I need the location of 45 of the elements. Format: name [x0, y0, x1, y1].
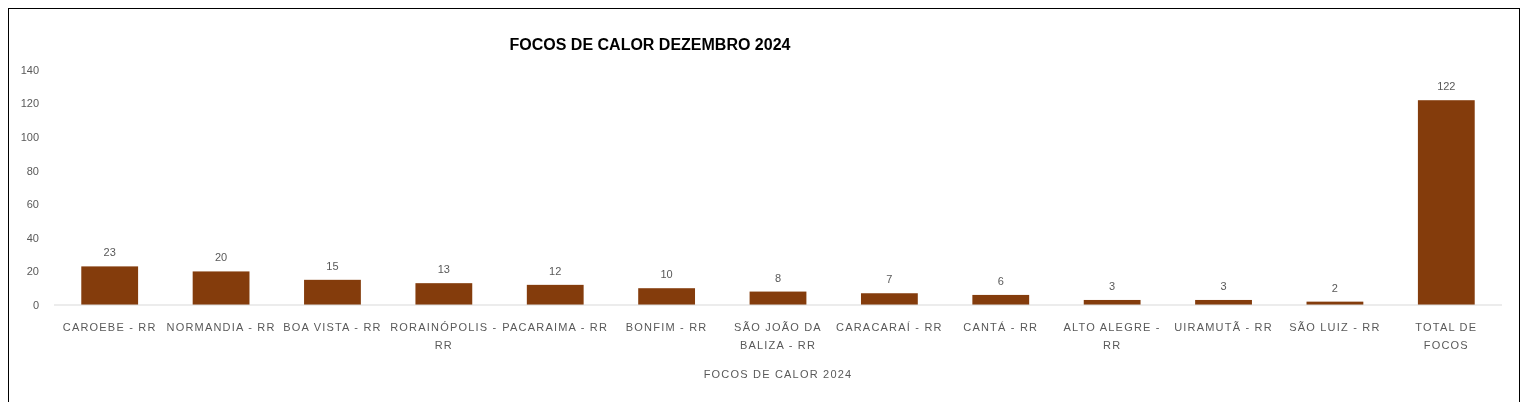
bar: [415, 283, 473, 305]
bar: [972, 294, 1030, 305]
data-label: 15: [326, 259, 339, 272]
data-label: 10: [660, 268, 673, 281]
x-tick-label: PACARAIMA - RR: [502, 321, 609, 333]
x-tick-label: TOTAL DE FOCOS: [1415, 321, 1478, 351]
x-tick-label: CARACARAÍ - RR: [836, 321, 943, 333]
x-tick-label: SÃO LUIZ - RR: [1289, 321, 1381, 333]
data-label: 3: [1109, 279, 1116, 292]
bar: [638, 288, 696, 305]
data-label: 122: [1437, 80, 1456, 93]
y-tick-label: 120: [20, 97, 39, 110]
bar: [304, 279, 361, 305]
x-tick-label: NORMANDIA - RR: [166, 321, 276, 333]
data-label: 20: [214, 251, 228, 264]
data-label: 7: [886, 273, 893, 286]
y-tick-label: 60: [26, 198, 39, 211]
y-tick-label: 80: [26, 164, 39, 177]
data-label: 3: [1220, 279, 1227, 292]
bar: [526, 284, 584, 305]
bar: [192, 271, 250, 305]
data-label: 6: [997, 274, 1004, 287]
data-label: 2: [1331, 281, 1338, 294]
x-tick-label: CANTÁ - RR: [963, 321, 1039, 333]
x-tick-label: BOA VISTA - RR: [283, 321, 382, 333]
x-tick-label: BONFIM - RR: [625, 321, 708, 333]
x-axis-title: FOCOS DE CALOR 2024: [703, 368, 853, 380]
chart-title: FOCOS DE CALOR DEZEMBRO 2024: [509, 36, 791, 53]
x-tick-label: SÃO JOÃO DA BALIZA - RR: [734, 321, 822, 351]
data-label: 23: [103, 246, 116, 259]
y-tick-label: 140: [20, 63, 39, 76]
x-tick-label: CAROEBE - RR: [62, 321, 157, 333]
x-tick-label: UIRAMUTÃ - RR: [1174, 321, 1273, 333]
bar: [1417, 100, 1475, 305]
x-tick-label: RORAINÓPOLIS - RR: [390, 321, 498, 351]
bar: [81, 266, 139, 305]
y-tick-label: 0: [32, 298, 39, 311]
data-label: 13: [437, 263, 450, 276]
data-label: 8: [774, 271, 782, 284]
bar: [860, 293, 918, 305]
y-tick-label: 100: [20, 130, 39, 143]
x-tick-label: ALTO ALEGRE - RR: [1063, 321, 1161, 351]
y-tick-label: 20: [26, 265, 39, 278]
data-label: 12: [549, 264, 562, 277]
y-tick-label: 40: [26, 231, 39, 244]
